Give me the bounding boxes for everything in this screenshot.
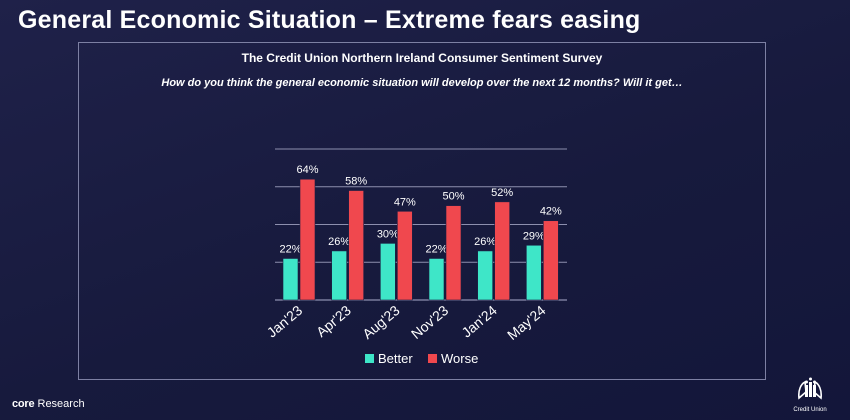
x-tick-label: Nov'23 xyxy=(408,302,451,342)
data-label: 26% xyxy=(328,236,350,248)
bar-better xyxy=(428,258,445,301)
data-label: 52% xyxy=(491,187,513,199)
x-tick-label: Apr'23 xyxy=(313,302,354,340)
bar-better xyxy=(380,243,396,301)
brand-core: core xyxy=(12,398,35,410)
credit-union-logo-text: Credit Union xyxy=(793,407,827,413)
data-label: 22% xyxy=(425,243,447,255)
bar-worse xyxy=(445,205,462,301)
bar-better xyxy=(331,250,347,301)
x-tick-label: Aug'23 xyxy=(359,302,403,342)
bar-worse xyxy=(397,210,413,301)
credit-union-logo: Credit Union xyxy=(786,376,834,416)
data-label: 58% xyxy=(345,176,367,188)
data-label: 42% xyxy=(540,206,562,218)
x-tick-label: Jan'24 xyxy=(458,302,500,341)
bar-chart: 22% 64% Jan'23 26% 58% Apr'23 30% 47% Aug'23 22% 5… xyxy=(264,148,567,366)
bar-worse xyxy=(348,190,364,301)
data-label: 47% xyxy=(394,196,416,208)
legend-swatch-worse xyxy=(428,354,437,363)
legend-label-worse: Worse xyxy=(441,351,478,366)
chart-panel: The Credit Union Northern Ireland Consum… xyxy=(78,42,766,380)
bar-better xyxy=(282,258,299,301)
data-label: 30% xyxy=(377,228,399,240)
chart-title: The Credit Union Northern Ireland Consum… xyxy=(241,51,603,65)
bar-worse xyxy=(299,178,316,301)
hands-icon xyxy=(798,377,822,400)
legend-label-better: Better xyxy=(378,351,413,366)
chart-subtitle: How do you think the general economic si… xyxy=(161,77,683,89)
bar-worse xyxy=(494,201,510,301)
data-label: 22% xyxy=(279,243,301,255)
data-label: 50% xyxy=(442,191,464,203)
x-tick-label: Jan'23 xyxy=(264,302,306,341)
bar-better xyxy=(526,244,542,301)
slide-title: General Economic Situation – Extreme fea… xyxy=(18,6,641,34)
bar-better xyxy=(477,250,493,301)
data-label: 26% xyxy=(474,236,496,248)
x-tick-label: May'24 xyxy=(504,302,549,343)
data-label: 29% xyxy=(523,230,545,242)
data-label: 64% xyxy=(296,164,318,176)
legend-swatch-better xyxy=(365,354,374,363)
brand-research: Research xyxy=(37,398,85,410)
core-research-logo: core Research xyxy=(12,398,85,410)
bar-worse xyxy=(543,220,559,301)
